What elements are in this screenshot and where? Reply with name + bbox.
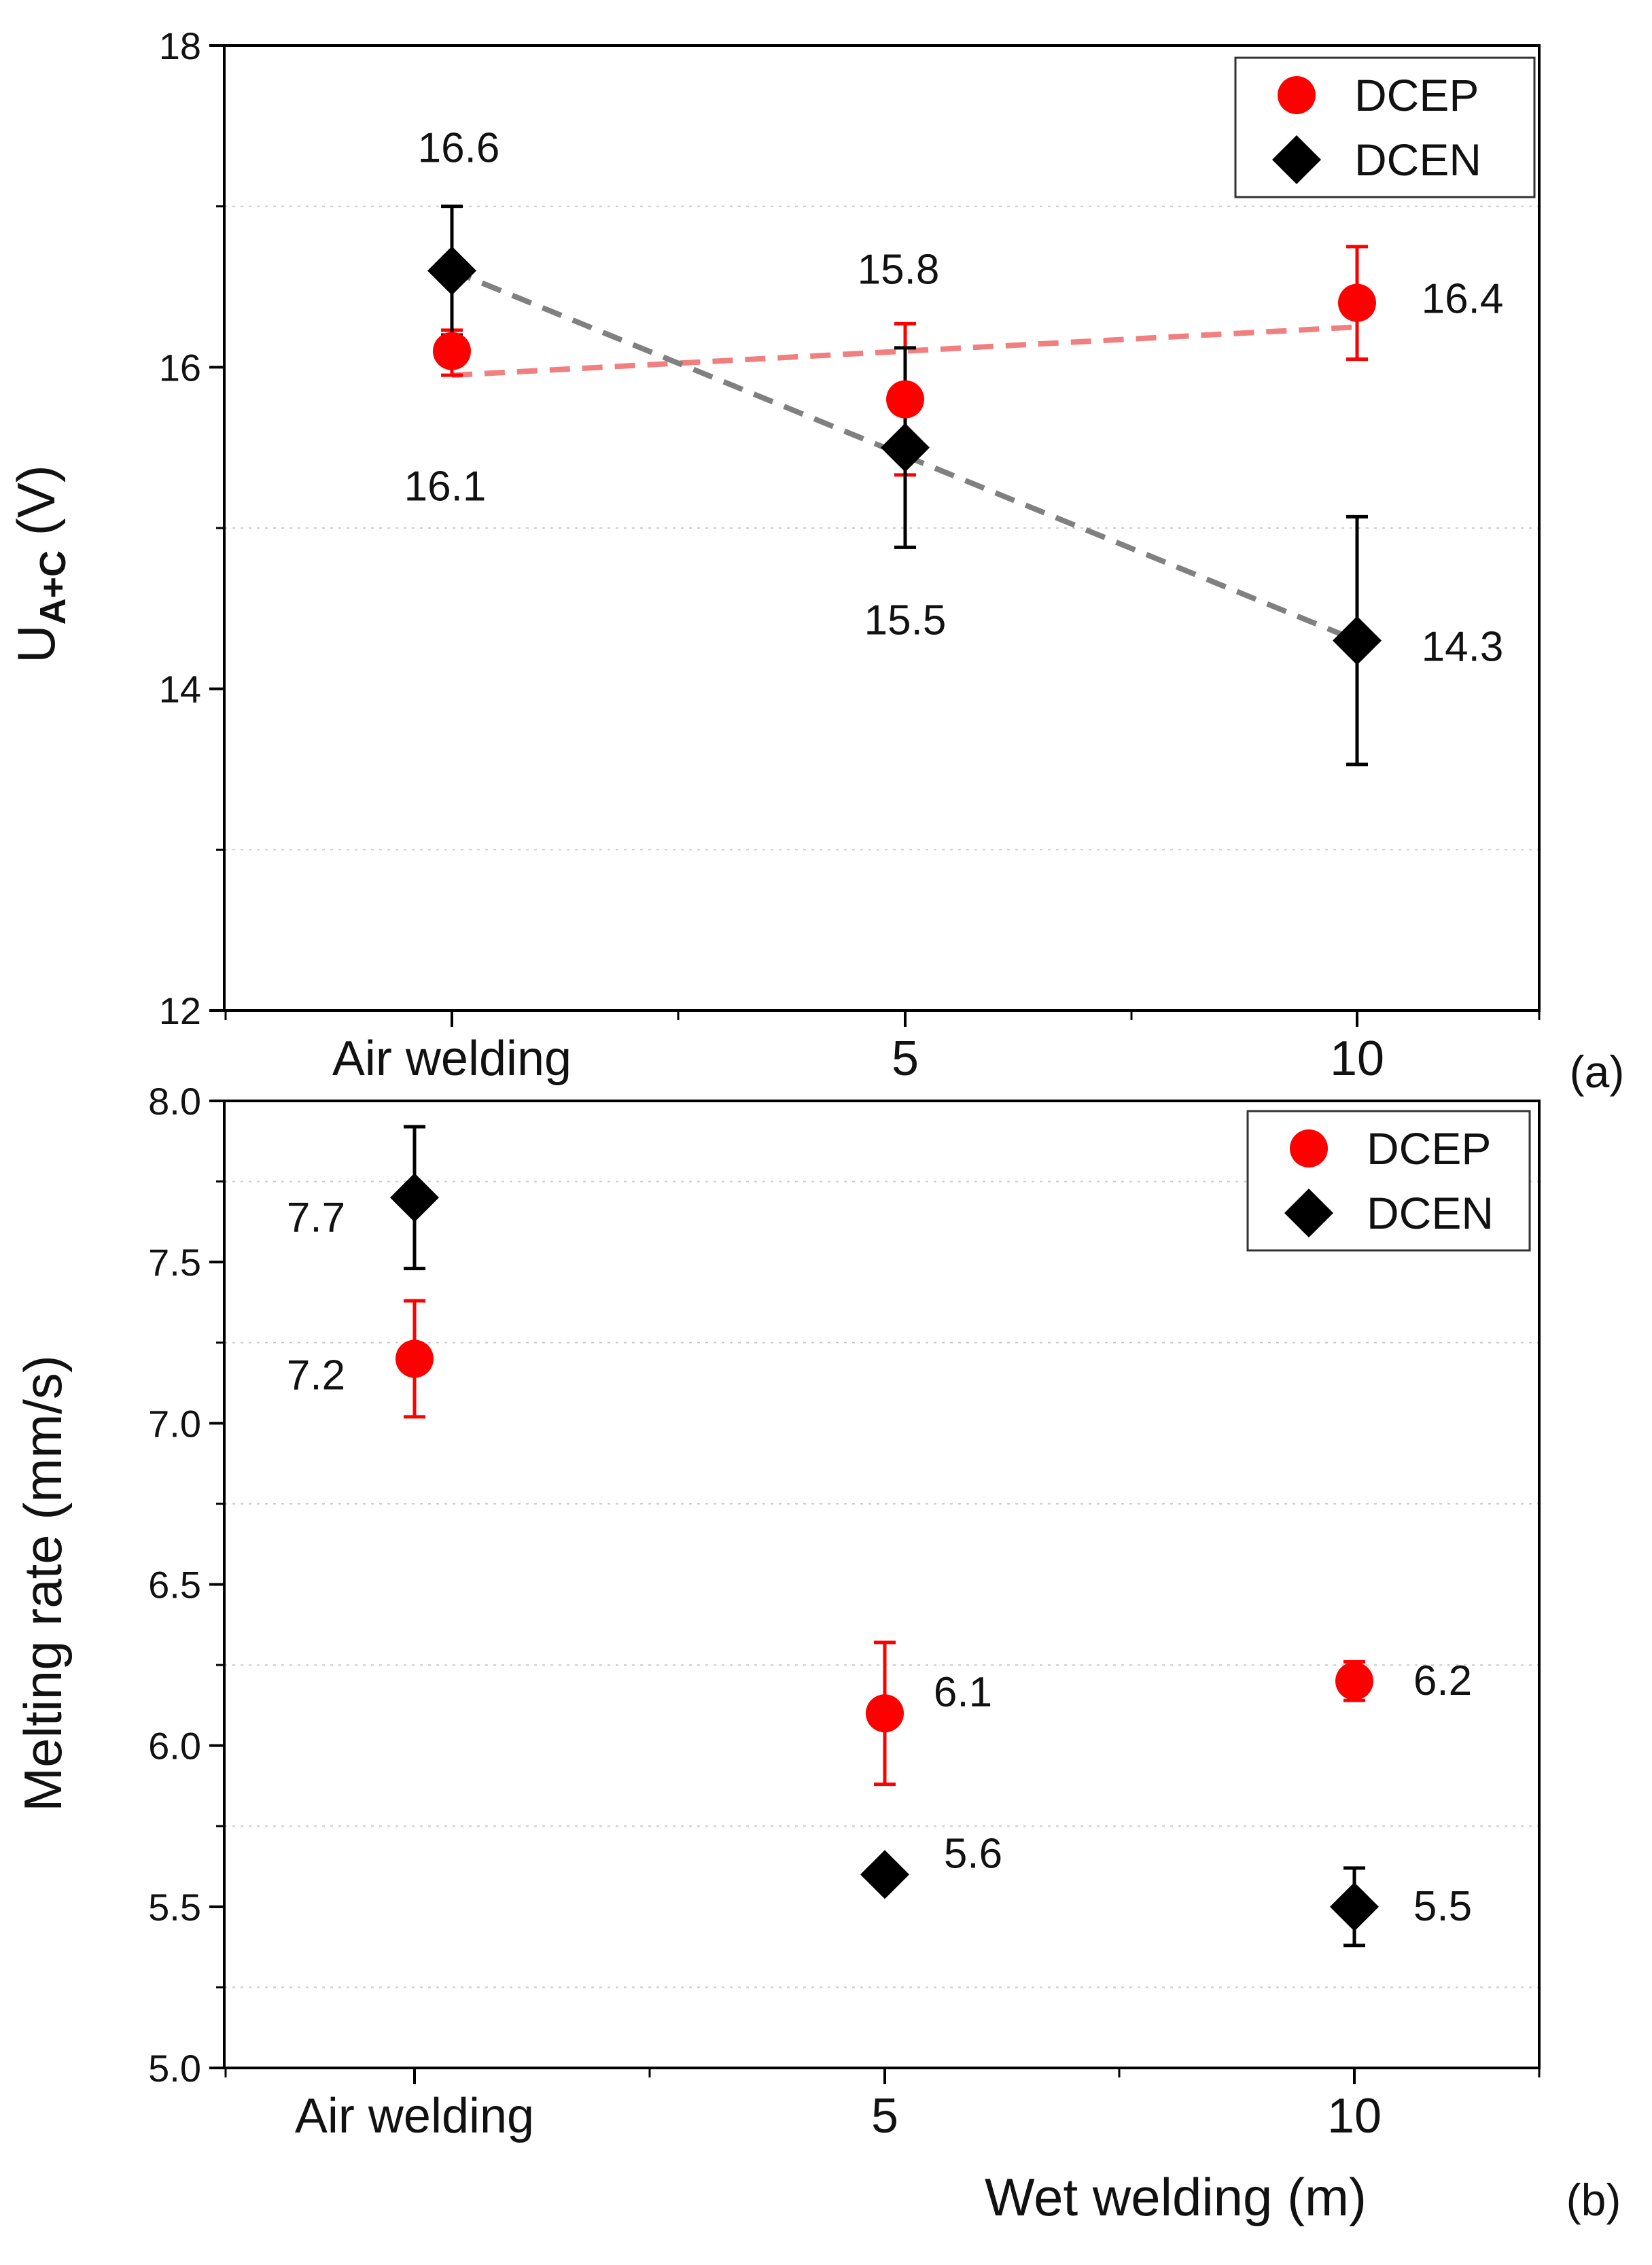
data-label-dcep: 6.2 <box>1413 1657 1472 1704</box>
data-point-dcep <box>866 1694 904 1733</box>
y-tick-label: 6.5 <box>148 1564 201 1606</box>
y-tick-label: 12 <box>159 989 201 1032</box>
y-axis-title: Melting rate (mm/s) <box>13 1355 73 1812</box>
x-tick-label: 5 <box>892 1032 919 1086</box>
trendline-dcep <box>451 324 1358 379</box>
panel-label: (a) <box>1570 1047 1625 1097</box>
x-tick-label: 10 <box>1327 2089 1382 2143</box>
x-axis-title: Wet welding (m) <box>985 2167 1367 2227</box>
data-label-dcen: 5.5 <box>1413 1883 1472 1930</box>
legend-marker-dcep <box>1290 1129 1328 1167</box>
legend-label-dcen: DCEN <box>1354 135 1481 185</box>
data-point-dcen <box>1333 616 1382 665</box>
panel-a-chart: 12 14 16 18 Air welding 5 10 UA+C (V) 16.1 15.8 16… <box>6 24 1624 1097</box>
legend-label-dcen: DCEN <box>1367 1188 1494 1238</box>
data-point-dcep <box>1335 1662 1373 1700</box>
legend-label-dcep: DCEP <box>1354 70 1479 120</box>
legend-marker-dcen <box>1272 135 1321 184</box>
data-label-dcen: 15.5 <box>864 597 947 644</box>
y-axis-title-main: U <box>6 625 66 663</box>
x-tick-label: 5 <box>871 2089 898 2143</box>
x-tick-label: Air welding <box>295 2089 534 2143</box>
y-tick-label: 16 <box>159 346 201 389</box>
data-point-dcen <box>427 246 476 296</box>
y-tick-label: 5.5 <box>148 1886 201 1929</box>
data-label-dcen: 16.6 <box>418 124 500 171</box>
y-tick-label: 7.0 <box>148 1402 201 1445</box>
x-tick-label: Air welding <box>332 1032 572 1086</box>
panel-label: (b) <box>1566 2175 1621 2225</box>
legend-label-dcep: DCEP <box>1367 1123 1491 1174</box>
data-point-dcep <box>886 380 924 419</box>
y-tick-label: 5.0 <box>148 2047 201 2090</box>
y-tick-label: 7.5 <box>148 1241 201 1284</box>
data-point-dcen <box>1330 1882 1379 1931</box>
panel-b-chart: 5.0 5.5 6.0 6.5 7.0 7.5 8.0 Air welding 5 10 Melti… <box>13 1080 1621 2227</box>
data-label-dcep: 15.8 <box>858 247 940 294</box>
y-tick-label: 18 <box>159 24 201 67</box>
legend-marker-dcep <box>1278 76 1316 114</box>
data-point-dcep <box>396 1339 434 1378</box>
data-point-dcen <box>860 1850 909 1899</box>
data-label-dcep: 16.1 <box>404 463 487 510</box>
y-axis-title-unit: (V) <box>6 465 66 550</box>
data-point-dcen <box>390 1173 439 1223</box>
data-label-dcep: 6.1 <box>934 1669 992 1716</box>
data-point-dcep <box>1338 283 1376 322</box>
legend-box <box>1246 1110 1531 1252</box>
data-label-dcen: 5.6 <box>944 1830 1002 1877</box>
data-label-dcep: 7.2 <box>287 1352 345 1399</box>
data-label-dcep: 16.4 <box>1422 276 1504 323</box>
data-point-dcep <box>433 332 471 370</box>
data-point-dcen <box>881 423 930 472</box>
y-tick-label: 6.0 <box>148 1725 201 1768</box>
y-tick-label: 14 <box>159 668 201 711</box>
data-label-dcen: 14.3 <box>1422 624 1504 671</box>
x-tick-label: 10 <box>1330 1032 1384 1086</box>
data-label-dcen: 7.7 <box>287 1194 345 1241</box>
y-axis-title-subscript: A+C <box>33 550 73 625</box>
legend-marker-dcen <box>1284 1189 1333 1237</box>
y-axis-title: UA+C (V) <box>6 465 73 663</box>
y-tick-label: 8.0 <box>148 1080 201 1123</box>
